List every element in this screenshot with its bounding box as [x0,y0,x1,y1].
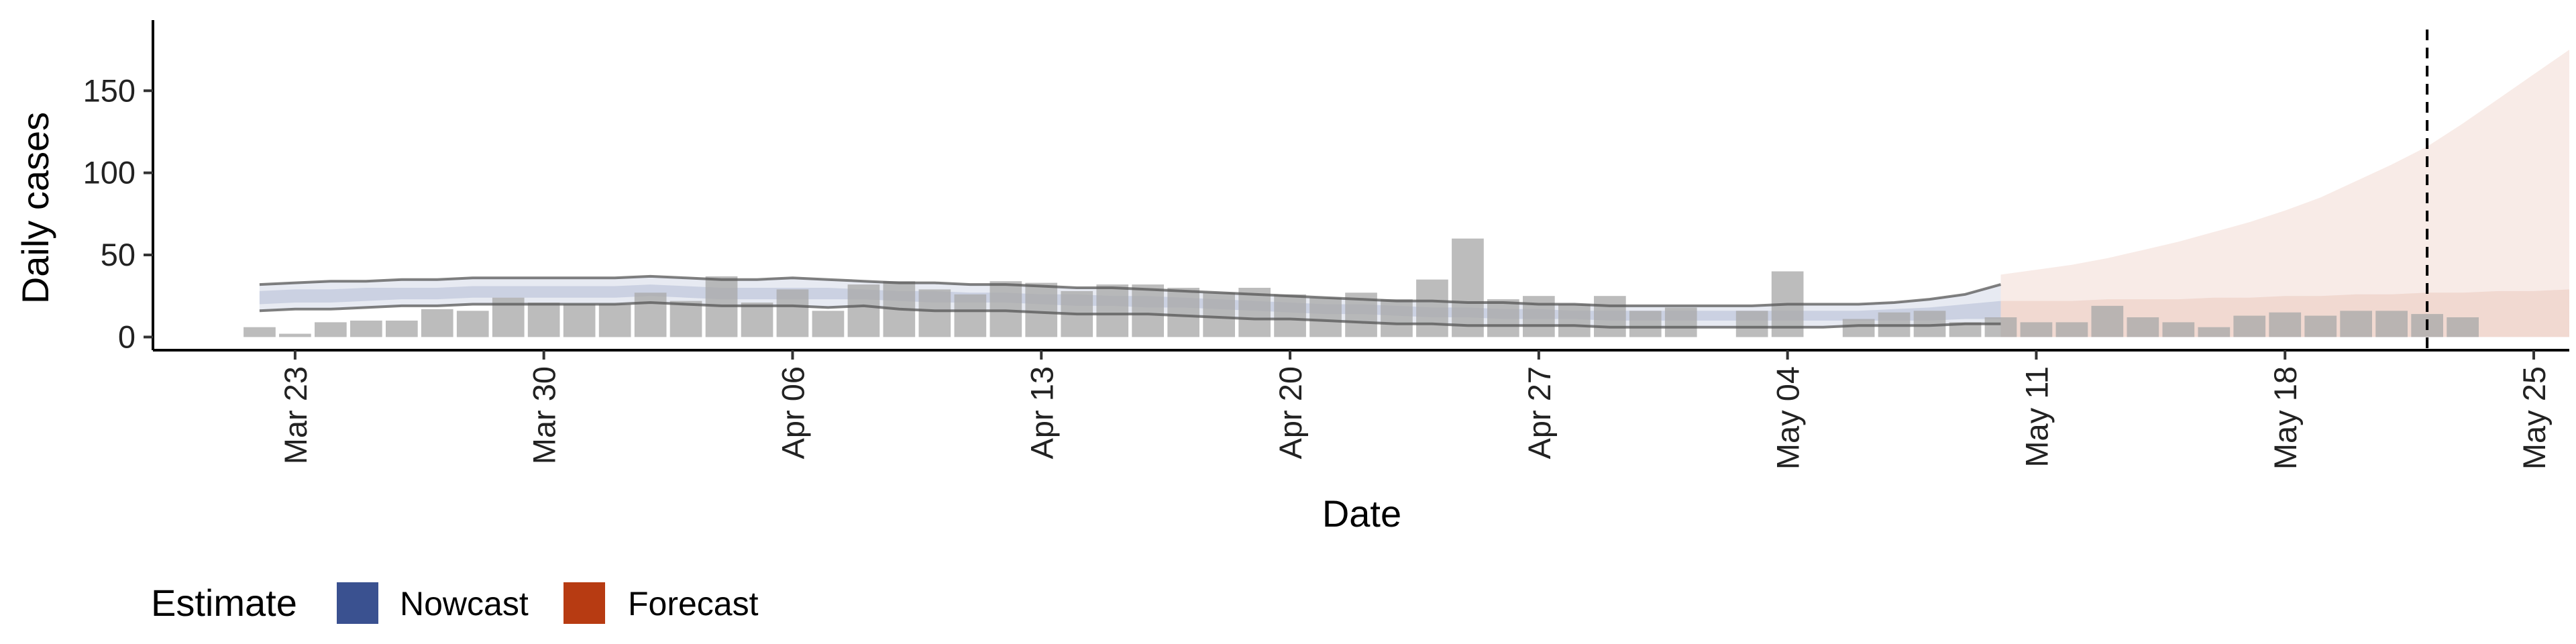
x-tick-label: Apr 27 [1521,366,1557,459]
x-tick-label: Apr 13 [1024,366,1059,459]
legend-swatch-forecast [564,582,605,624]
case-bar [1664,307,1697,337]
x-tick-label: May 11 [2019,366,2054,468]
case-bar [634,292,667,337]
legend: Estimate Nowcast Forecast [151,582,759,624]
case-bar [315,322,347,337]
case-bar [456,311,489,337]
case-bar [1025,282,1058,337]
legend-label-forecast: Forecast [628,585,759,623]
case-bar [2447,317,2479,337]
case-bar [386,320,418,337]
case-bar [2055,322,2088,337]
case-bar [1309,297,1342,337]
case-bar [2162,322,2195,337]
y-axis-title: Daily cases [14,112,56,304]
case-bar [812,311,845,337]
case-bar [1558,304,1591,337]
case-bar [1842,319,1875,337]
case-bar [1984,317,2017,337]
legend-label-nowcast: Nowcast [400,585,529,623]
legend-swatch-nowcast [337,582,378,624]
x-tick-label: Apr 06 [775,366,811,459]
case-bar [918,289,951,337]
case-bar [1274,294,1306,337]
case-bar [2269,312,2302,337]
x-tick-label: Mar 30 [527,366,562,464]
case-bar [1416,279,1448,337]
case-bar [2304,315,2337,337]
case-bar [527,303,560,337]
case-bar [1735,311,1768,337]
case-bar [1096,284,1129,337]
x-tick-label: May 18 [2267,366,2303,470]
x-tick-label: Mar 23 [278,366,313,464]
case-bar [1949,322,1982,337]
case-bar [563,304,596,337]
y-axis: 0 50 100 150 [83,20,154,354]
plot-area [244,30,2569,350]
y-tick-label: 0 [118,319,136,354]
case-bar [1167,288,1199,337]
case-bar [741,303,773,337]
case-bar [1132,284,1164,337]
case-bar [1452,238,1484,337]
case-bar [776,289,809,337]
case-bar [2340,311,2372,337]
case-bar [350,320,382,337]
case-bar [1487,299,1519,337]
case-bar [2127,317,2159,337]
x-tick-label: May 25 [2516,366,2552,470]
case-bar [2198,327,2231,337]
case-bar [1523,296,1555,337]
case-bar [279,333,311,337]
case-bar [1381,299,1413,337]
case-bar [2020,322,2053,337]
y-tick-label: 150 [83,72,136,108]
case-bar [244,327,276,337]
y-tick-label: 50 [101,237,136,272]
x-tick-label: May 04 [1770,366,1806,470]
x-axis-title: Date [1322,492,1401,535]
case-bar [598,304,631,337]
case-bar [1203,292,1235,337]
case-bar [989,281,1022,337]
case-bar [954,294,987,337]
case-bar [421,309,453,337]
nowcast-upper-line [259,274,2002,307]
case-bar [1629,311,1662,337]
case-bar [2375,311,2408,337]
case-bar [847,284,880,337]
y-tick-label: 100 [83,155,136,191]
case-bar [1594,296,1626,337]
case-bar [669,301,702,337]
case-bar [2233,315,2266,337]
x-tick-label: Apr 20 [1273,366,1308,459]
legend-title: Estimate [151,582,297,624]
nowcast-lower-line [259,301,2001,329]
case-bar [2091,305,2124,337]
x-axis: Mar 23 Mar 30 Apr 06 Apr 13 Apr 20 Apr 27 May … [153,349,2569,470]
